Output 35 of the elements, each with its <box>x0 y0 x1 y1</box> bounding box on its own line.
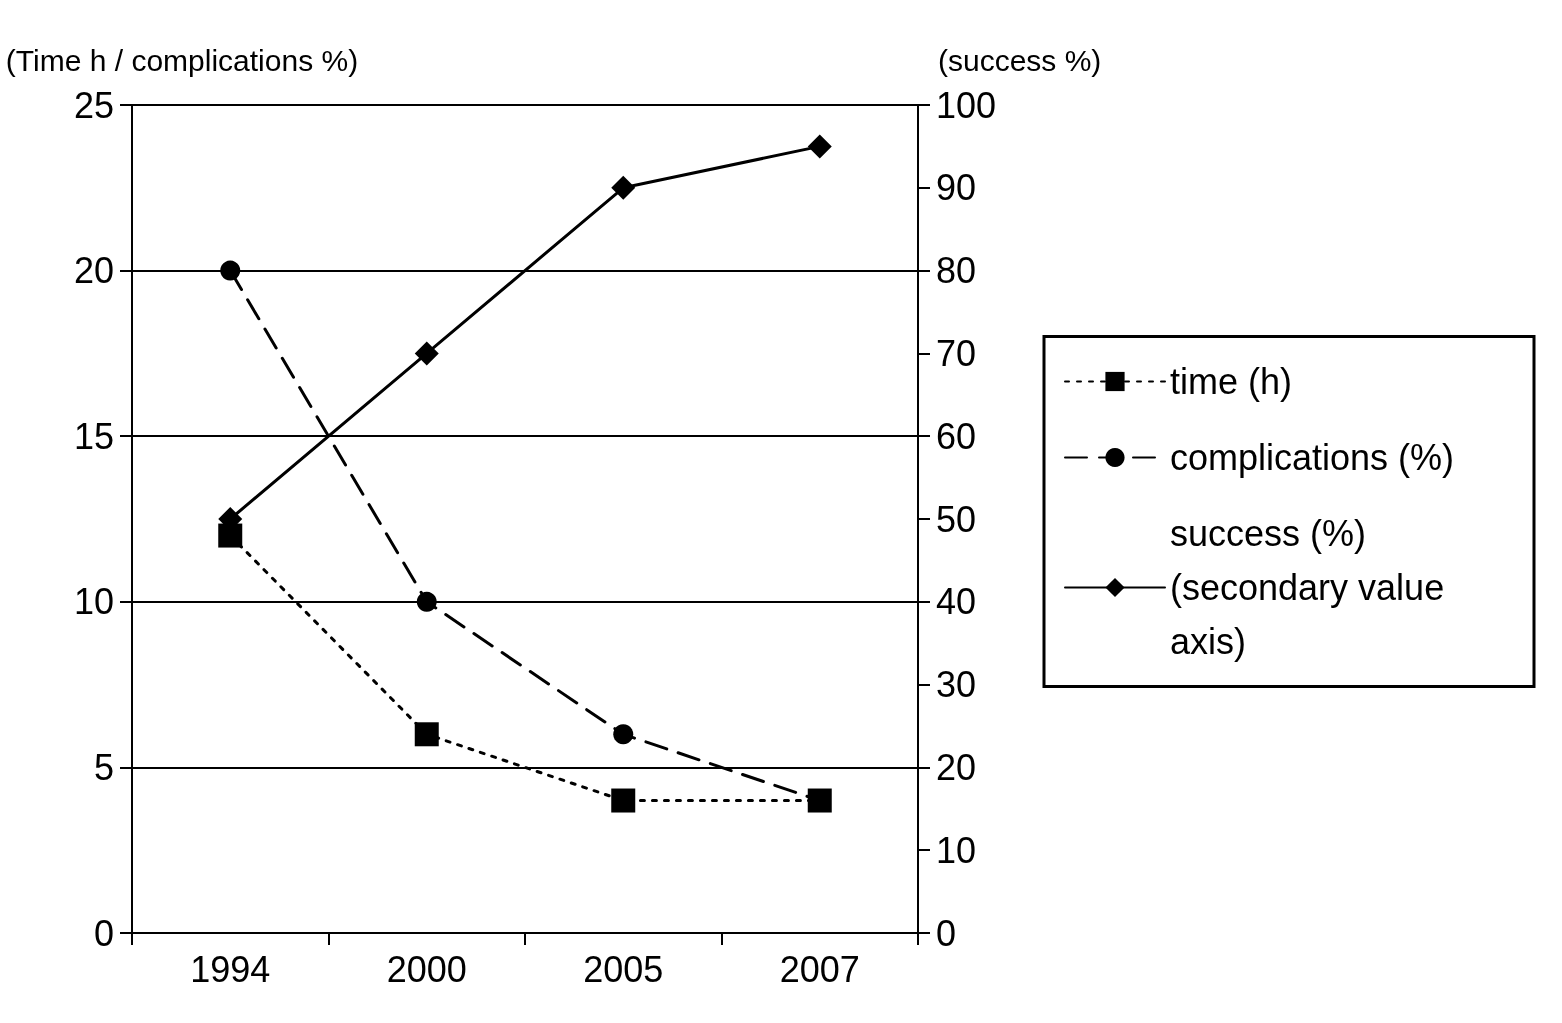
x-tick-label: 2000 <box>386 948 467 990</box>
y-tick-label: 0 <box>93 912 114 954</box>
point <box>416 591 437 612</box>
y-tick-label: 25 <box>73 84 114 126</box>
y2-tick-label: 30 <box>936 664 977 706</box>
y-tick-label: 10 <box>73 581 114 623</box>
point <box>613 724 634 745</box>
y2-tick-label: 10 <box>936 829 977 871</box>
point <box>414 341 439 366</box>
point <box>414 722 439 747</box>
y-tick-label: 15 <box>73 415 114 457</box>
y2-tick-label: 70 <box>936 332 977 374</box>
legend-label: complications (%) <box>1170 437 1455 478</box>
y2-tick-label: 20 <box>936 746 977 788</box>
point <box>807 134 832 159</box>
y2-tick-label: 60 <box>936 415 977 457</box>
y-axis-title: (Time h / complications %) <box>5 43 359 77</box>
legend-label: time (h) <box>1170 361 1293 402</box>
y2-tick-label: 90 <box>936 167 977 209</box>
point <box>611 788 636 813</box>
point <box>218 523 243 548</box>
x-tick-label: 2005 <box>583 948 664 990</box>
x-tick-label: 1994 <box>190 948 271 990</box>
y2-tick-label: 50 <box>936 498 977 540</box>
point <box>220 260 241 281</box>
y2-tick-label: 40 <box>936 581 977 623</box>
y-tick-label: 5 <box>93 746 114 788</box>
y2-tick-label: 0 <box>936 912 957 954</box>
legend-label: success (%) (secondary value axis) <box>1170 513 1455 662</box>
y2-tick-label: 80 <box>936 250 977 292</box>
y2-tick-label: 100 <box>936 84 997 126</box>
point <box>611 175 636 200</box>
y2-axis-title: (success %) <box>938 43 1102 77</box>
x-tick-label: 2007 <box>779 948 860 990</box>
y-tick-label: 20 <box>73 250 114 292</box>
